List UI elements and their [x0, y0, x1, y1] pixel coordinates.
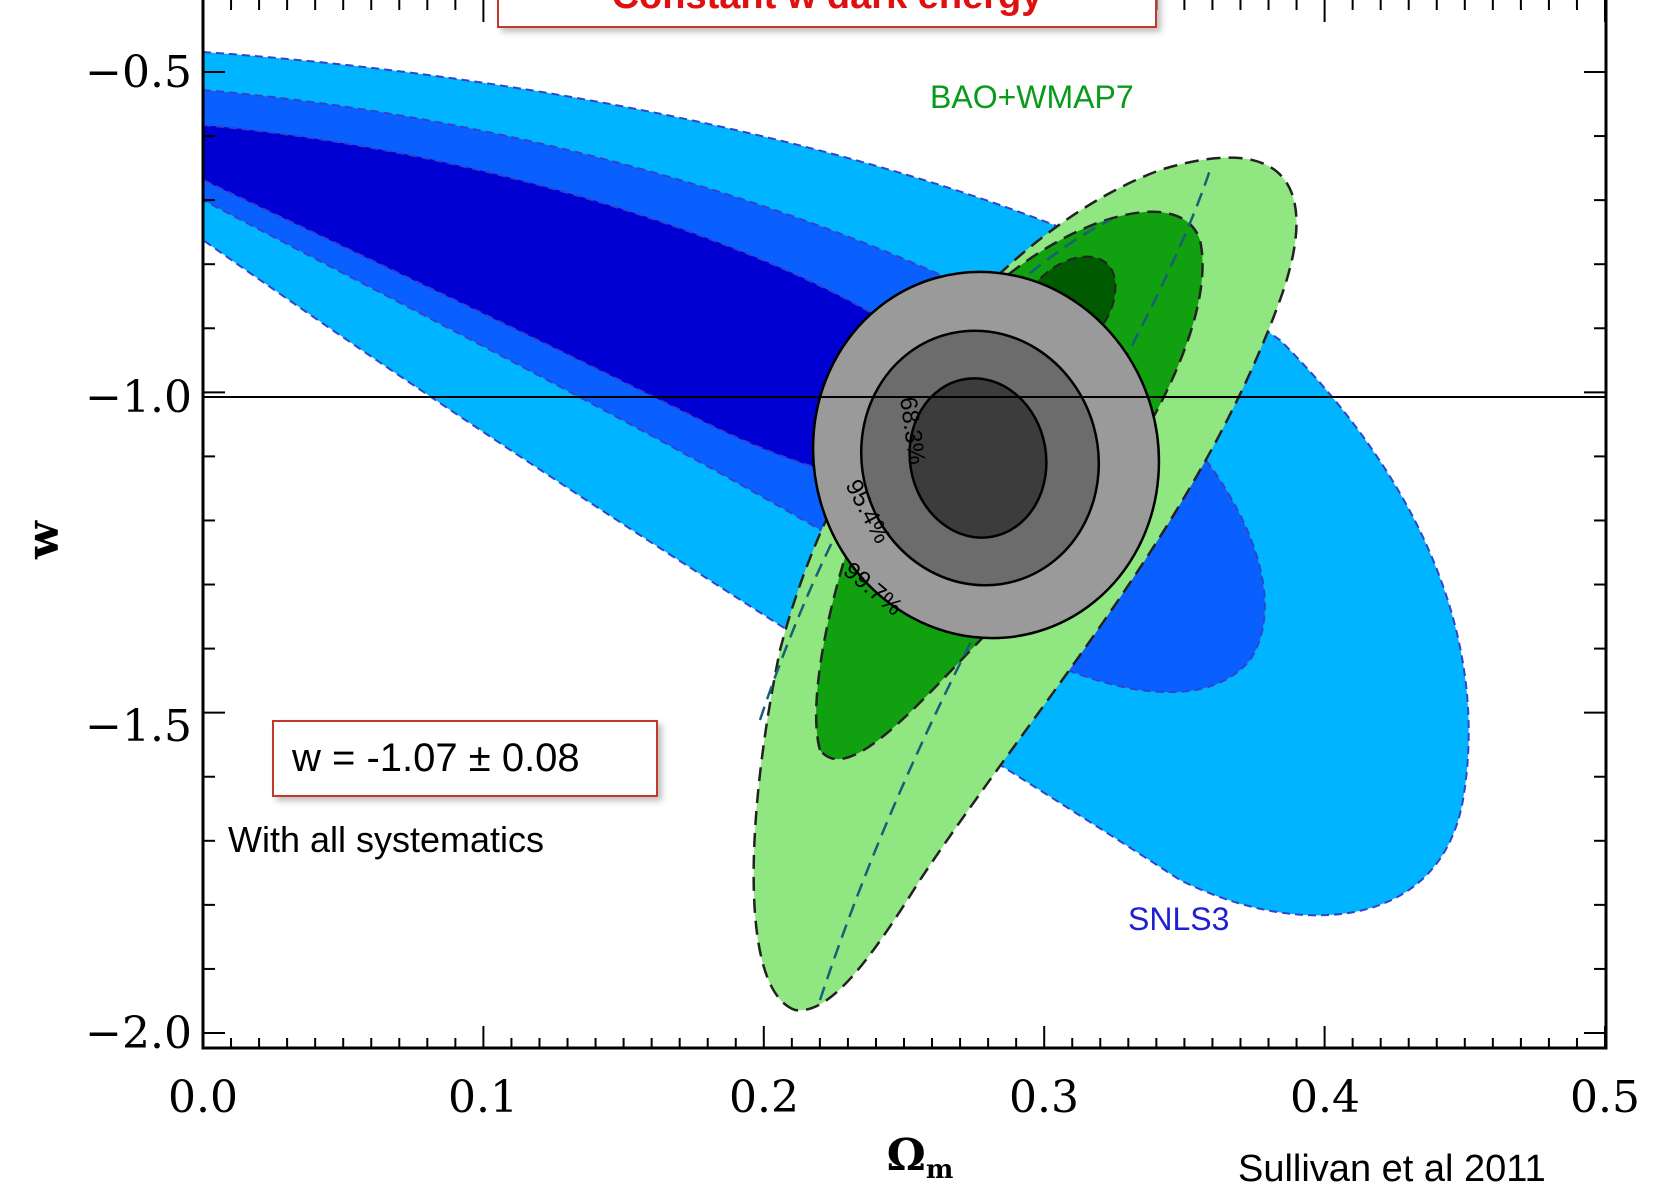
result-box: w = -1.07 ± 0.08: [272, 720, 658, 797]
x-tick-labels: 0.0 0.1 0.2 0.3 0.4 0.5: [168, 1072, 1640, 1123]
citation: Sullivan et al 2011: [1238, 1148, 1546, 1190]
y-axis-title: w: [18, 520, 69, 560]
systematics-annotation: With all systematics: [228, 819, 544, 860]
x-tick-label: 0.0: [168, 1072, 238, 1123]
x-tick-label: 0.2: [729, 1072, 799, 1123]
x-tick-label: 0.4: [1290, 1072, 1360, 1123]
x-axis-title: Ωm: [887, 1130, 954, 1185]
combined-contour-68: [908, 377, 1048, 539]
contour-layer: [203, 50, 1470, 1012]
y-tick-label: −0.5: [85, 47, 192, 98]
y-tick-label: −1.5: [85, 701, 192, 752]
x-tick-label: 0.1: [448, 1072, 518, 1123]
y-tick-label: −1.0: [85, 372, 192, 423]
x-tick-label: 0.5: [1570, 1072, 1640, 1123]
y-tick-label: −2.0: [85, 1008, 192, 1059]
y-tick-labels: −0.5 −1.0 −1.5 −2.0: [85, 47, 192, 1059]
series-label-snls3: SNLS3: [1128, 901, 1229, 937]
chart-title-box: Constant w dark energy: [497, 0, 1157, 28]
x-tick-label: 0.3: [1009, 1072, 1079, 1123]
series-label-bao: BAO+WMAP7: [930, 79, 1134, 115]
result-value: w = -1.07 ± 0.08: [292, 736, 580, 780]
chart-title: Constant w dark energy: [499, 0, 1155, 20]
